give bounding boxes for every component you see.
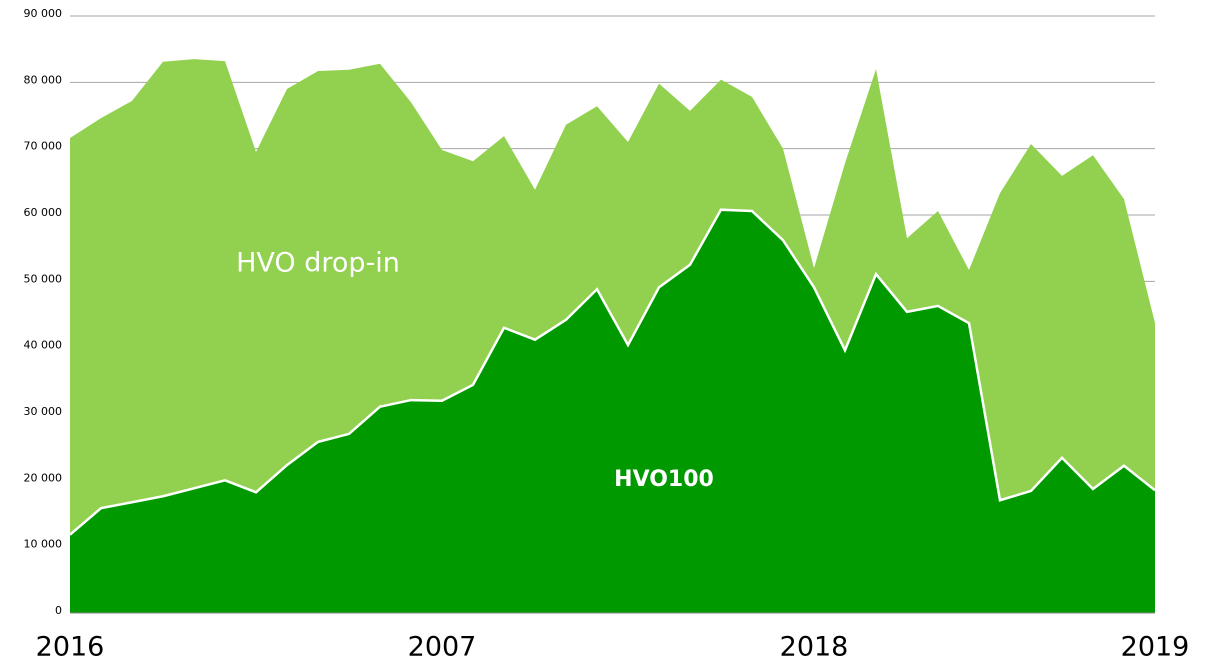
labels: 0 10 000 20 000 30 000 40 000 50 000 60 000 70 … xyxy=(24,7,1190,663)
series-boundary-line xyxy=(69,208,1156,536)
y-tick-label: 60 000 xyxy=(24,206,63,219)
areas xyxy=(69,59,1156,613)
y-tick-label: 70 000 xyxy=(24,140,63,153)
y-tick-label: 20 000 xyxy=(24,471,63,484)
x-tick-label: 2018 xyxy=(780,632,849,663)
area xyxy=(70,209,1155,613)
y-tick-label: 80 000 xyxy=(24,73,63,86)
x-tick-label: 2007 xyxy=(408,632,477,663)
y-tick-label: 0 xyxy=(55,604,62,617)
series-label: HVO drop-in xyxy=(236,248,400,279)
x-tick-label: 2019 xyxy=(1121,632,1190,663)
y-tick-label: 50 000 xyxy=(24,272,63,285)
series-label: HVO100 xyxy=(614,467,714,492)
y-tick-label: 90 000 xyxy=(24,7,63,20)
y-tick-label: 30 000 xyxy=(24,405,63,418)
y-tick-label: 40 000 xyxy=(24,339,63,352)
y-tick-label: 10 000 xyxy=(24,538,63,551)
area xyxy=(70,59,1155,535)
x-tick-label: 2016 xyxy=(36,632,105,663)
